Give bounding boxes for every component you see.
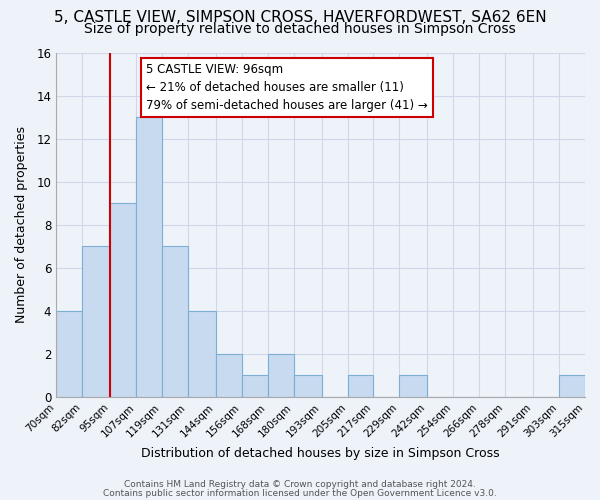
Bar — [216, 354, 242, 397]
Bar — [56, 311, 82, 397]
Bar — [268, 354, 293, 397]
Bar — [110, 203, 136, 397]
Bar — [82, 246, 110, 397]
Bar — [188, 311, 216, 397]
Bar — [347, 376, 373, 397]
Bar — [400, 376, 427, 397]
Text: Contains HM Land Registry data © Crown copyright and database right 2024.: Contains HM Land Registry data © Crown c… — [124, 480, 476, 489]
Bar — [242, 376, 268, 397]
X-axis label: Distribution of detached houses by size in Simpson Cross: Distribution of detached houses by size … — [141, 447, 500, 460]
Bar — [162, 246, 188, 397]
Text: 5 CASTLE VIEW: 96sqm
← 21% of detached houses are smaller (11)
79% of semi-detac: 5 CASTLE VIEW: 96sqm ← 21% of detached h… — [146, 63, 428, 112]
Bar — [293, 376, 322, 397]
Text: 5, CASTLE VIEW, SIMPSON CROSS, HAVERFORDWEST, SA62 6EN: 5, CASTLE VIEW, SIMPSON CROSS, HAVERFORD… — [53, 10, 547, 25]
Bar — [136, 117, 162, 397]
Bar — [559, 376, 585, 397]
Y-axis label: Number of detached properties: Number of detached properties — [15, 126, 28, 323]
Text: Size of property relative to detached houses in Simpson Cross: Size of property relative to detached ho… — [84, 22, 516, 36]
Text: Contains public sector information licensed under the Open Government Licence v3: Contains public sector information licen… — [103, 488, 497, 498]
